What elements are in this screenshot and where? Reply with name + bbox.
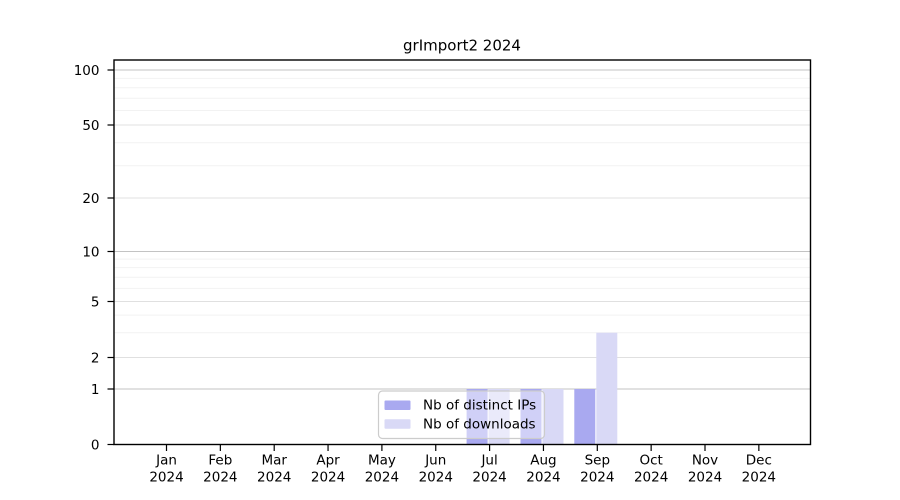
legend-label-downloads: Nb of downloads (423, 417, 536, 433)
y-tick-label-2: 2 (91, 350, 100, 366)
x-tick-label-year-oct: 2024 (634, 470, 668, 486)
x-tick-label-month-mar: Mar (261, 453, 287, 469)
x-tick-label-year-jul: 2024 (472, 470, 506, 486)
x-tick-label-year-sep: 2024 (580, 470, 614, 486)
plot-border (113, 59, 812, 446)
bar-nb-of-distinct-ips-jul (466, 389, 488, 445)
x-tick-label-month-jun: Jun (424, 453, 446, 469)
x-tick-label-year-apr: 2024 (311, 470, 345, 486)
y-tick-label-20: 20 (82, 191, 99, 207)
bar-nb-of-downloads-jul (488, 389, 510, 445)
x-tick-label-year-jun: 2024 (419, 470, 453, 486)
legend-swatch-distinct-ips (384, 400, 411, 410)
y-tick-label-0: 0 (91, 437, 100, 453)
x-tick-label-month-apr: Apr (316, 453, 340, 469)
y-tick-label-5: 5 (91, 294, 100, 310)
chart-body: 0125102050100Jan2024Feb2024Mar2024Apr202… (74, 59, 812, 486)
x-tick-label-month-jan: Jan (155, 453, 177, 469)
bar-nb-of-downloads-sep (596, 332, 618, 445)
x-tick-label-month-may: May (368, 453, 396, 469)
x-tick-label-year-mar: 2024 (257, 470, 291, 486)
y-tick-label-10: 10 (82, 244, 99, 260)
x-tick-label-year-may: 2024 (365, 470, 399, 486)
chart-title: grImport2 2024 (403, 37, 521, 55)
x-tick-label-year-dec: 2024 (742, 470, 776, 486)
x-tick-label-month-jul: Jul (480, 453, 497, 469)
legend: Nb of distinct IPs Nb of downloads (377, 390, 546, 440)
x-tick-label-month-nov: Nov (692, 453, 718, 469)
bar-nb-of-distinct-ips-aug (520, 389, 542, 445)
legend-box (377, 390, 546, 440)
x-tick-label-year-jan: 2024 (149, 470, 183, 486)
bar-nb-of-downloads-aug (542, 389, 564, 445)
x-tick-label-month-dec: Dec (746, 453, 772, 469)
y-tick-label-50: 50 (82, 118, 99, 134)
x-tick-label-year-feb: 2024 (203, 470, 237, 486)
x-tick-label-year-nov: 2024 (688, 470, 722, 486)
y-tick-label-100: 100 (74, 63, 100, 79)
x-tick-label-month-sep: Sep (585, 453, 610, 469)
legend-swatch-downloads (384, 419, 411, 429)
x-tick-label-year-aug: 2024 (526, 470, 560, 486)
x-tick-label-month-oct: Oct (639, 453, 662, 469)
bar-nb-of-distinct-ips-sep (574, 389, 596, 445)
y-tick-label-1: 1 (91, 382, 100, 398)
legend-label-distinct-ips: Nb of distinct IPs (423, 398, 536, 414)
x-tick-label-month-feb: Feb (208, 453, 232, 469)
x-tick-label-month-aug: Aug (530, 453, 556, 469)
